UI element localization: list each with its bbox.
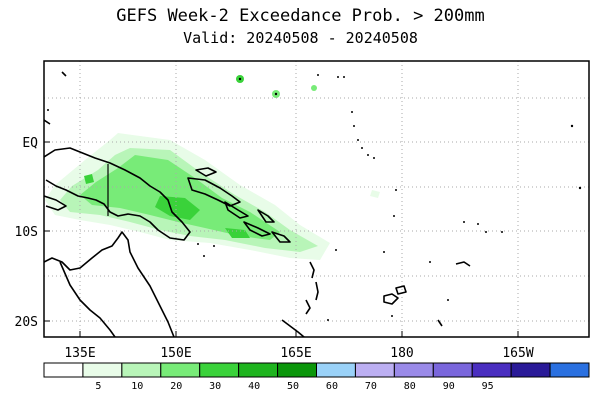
shade-30-40	[84, 174, 94, 184]
colorbar-swatch	[316, 362, 356, 378]
colorbar-swatch	[82, 362, 123, 378]
colorbar-tick-label: 70	[365, 381, 377, 392]
shade-5-10	[370, 190, 380, 198]
colorbar-swatch	[121, 362, 162, 378]
colorbar-tick-label: 10	[131, 381, 143, 392]
map-frame	[43, 60, 590, 338]
colorbar-tick-label: 30	[209, 381, 221, 392]
colorbar-swatch	[549, 362, 590, 378]
map-title: GEFS Week-2 Exceedance Prob. > 200mm	[116, 6, 485, 26]
colorbar-swatch	[238, 362, 279, 378]
colorbar-tick-label: 95	[482, 381, 494, 392]
colorbar-tick-label: 80	[404, 381, 416, 392]
colorbar-labels: 5 10 20 30 40 50 60 70 80 90 95	[95, 381, 493, 392]
land-outlines	[44, 71, 471, 337]
lon-label-180: 180	[390, 346, 413, 361]
colorbar-tick-label: 60	[326, 381, 338, 392]
colorbar-swatch	[199, 362, 240, 378]
colorbar-tick-label: 90	[443, 381, 455, 392]
shade-30-40	[155, 196, 200, 220]
colorbar	[43, 362, 590, 378]
shade-20-30	[80, 155, 280, 240]
colorbar-swatch	[354, 362, 395, 378]
colorbar-swatch	[471, 362, 512, 378]
colorbar-tick-label: 50	[287, 381, 299, 392]
colorbar-swatch	[393, 362, 434, 378]
colorbar-swatch	[432, 362, 473, 378]
shade-20-30	[311, 85, 317, 91]
colorbar-tick-label: 20	[170, 381, 182, 392]
lon-label-165e: 165E	[280, 346, 311, 361]
shade-30-40	[225, 228, 250, 238]
lon-label-135e: 135E	[64, 346, 95, 361]
island-dots	[47, 74, 582, 321]
colorbar-swatch	[277, 362, 318, 378]
lon-label-150e: 150E	[160, 346, 191, 361]
lat-label-20s: 20S	[15, 315, 38, 330]
colorbar-swatch	[43, 362, 84, 378]
axis-ticks	[44, 141, 519, 337]
lat-label-10s: 10S	[15, 225, 38, 240]
colorbar-tick-label: 40	[248, 381, 260, 392]
lon-label-165w: 165W	[502, 346, 533, 361]
colorbar-swatch	[510, 362, 551, 378]
map-subtitle: Valid: 20240508 - 20240508	[183, 29, 418, 47]
grid-lines	[44, 61, 589, 337]
lat-label-eq: EQ	[22, 136, 38, 151]
colorbar-tick-label: 5	[95, 381, 101, 392]
colorbar-swatch	[160, 362, 201, 378]
